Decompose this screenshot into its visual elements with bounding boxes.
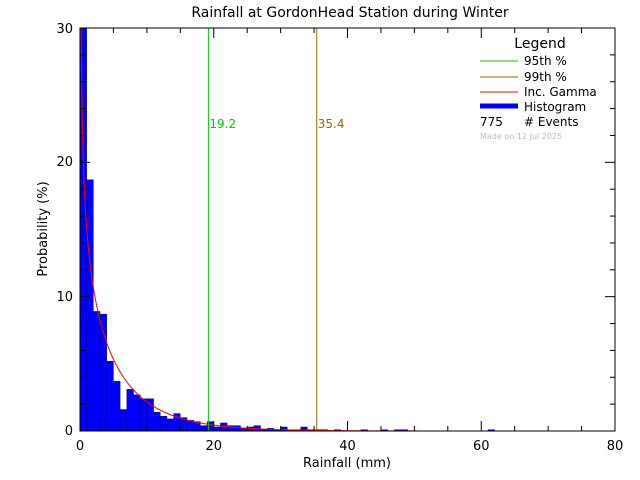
- y-tick-label-0: 0: [65, 424, 73, 439]
- p99-label: 35.4: [318, 117, 345, 131]
- legend-entry-gamma: Inc. Gamma: [524, 85, 597, 99]
- y-tick-label-30: 30: [56, 22, 73, 37]
- y-tick-label-10: 10: [56, 290, 73, 305]
- legend-entry-p99: 99th %: [524, 70, 567, 84]
- histogram-bar: [106, 360, 114, 432]
- histogram-bar: [86, 179, 94, 432]
- histogram-bar: [280, 426, 288, 432]
- histogram-bar: [93, 311, 101, 432]
- x-tick-label-40: 40: [339, 439, 356, 454]
- histogram-bar: [200, 425, 208, 432]
- histogram-bar: [160, 416, 168, 432]
- legend: Legend 95th % 99th % Inc. Gamma Histogra…: [480, 36, 597, 141]
- histogram-bars: [79, 27, 495, 432]
- x-axis-label: Rainfall (mm): [303, 456, 391, 471]
- histogram-bar: [146, 398, 154, 432]
- histogram-bar: [166, 418, 174, 432]
- x-tick-label-80: 80: [607, 439, 624, 454]
- y-tick-label-20: 20: [56, 155, 73, 170]
- p95-label: 19.2: [209, 117, 236, 131]
- events-count: 775: [480, 115, 503, 129]
- axis-ticks: [79, 27, 616, 432]
- x-tick-label-60: 60: [473, 439, 490, 454]
- histogram-bar: [139, 398, 148, 432]
- legend-entry-histogram: Histogram: [524, 100, 586, 114]
- histogram-bar: [133, 394, 141, 432]
- histogram-bar: [79, 27, 87, 432]
- x-tick-label-0: 0: [76, 439, 84, 454]
- events-label: # Events: [524, 115, 579, 129]
- x-tick-label-20: 20: [205, 439, 222, 454]
- histogram-bar: [233, 425, 241, 432]
- histogram-bar: [213, 426, 221, 432]
- histogram-bar: [113, 381, 121, 432]
- legend-entry-p95: 95th %: [524, 54, 567, 68]
- y-axis-label: Probability (%): [36, 181, 51, 276]
- chart-title: Rainfall at GordonHead Station during Wi…: [191, 5, 509, 21]
- histogram-bar: [126, 389, 134, 432]
- legend-title: Legend: [514, 36, 565, 52]
- made-on-note: Made on 12 Jul 2025: [480, 132, 562, 141]
- histogram-bar: [153, 411, 161, 432]
- histogram-bar: [119, 409, 128, 432]
